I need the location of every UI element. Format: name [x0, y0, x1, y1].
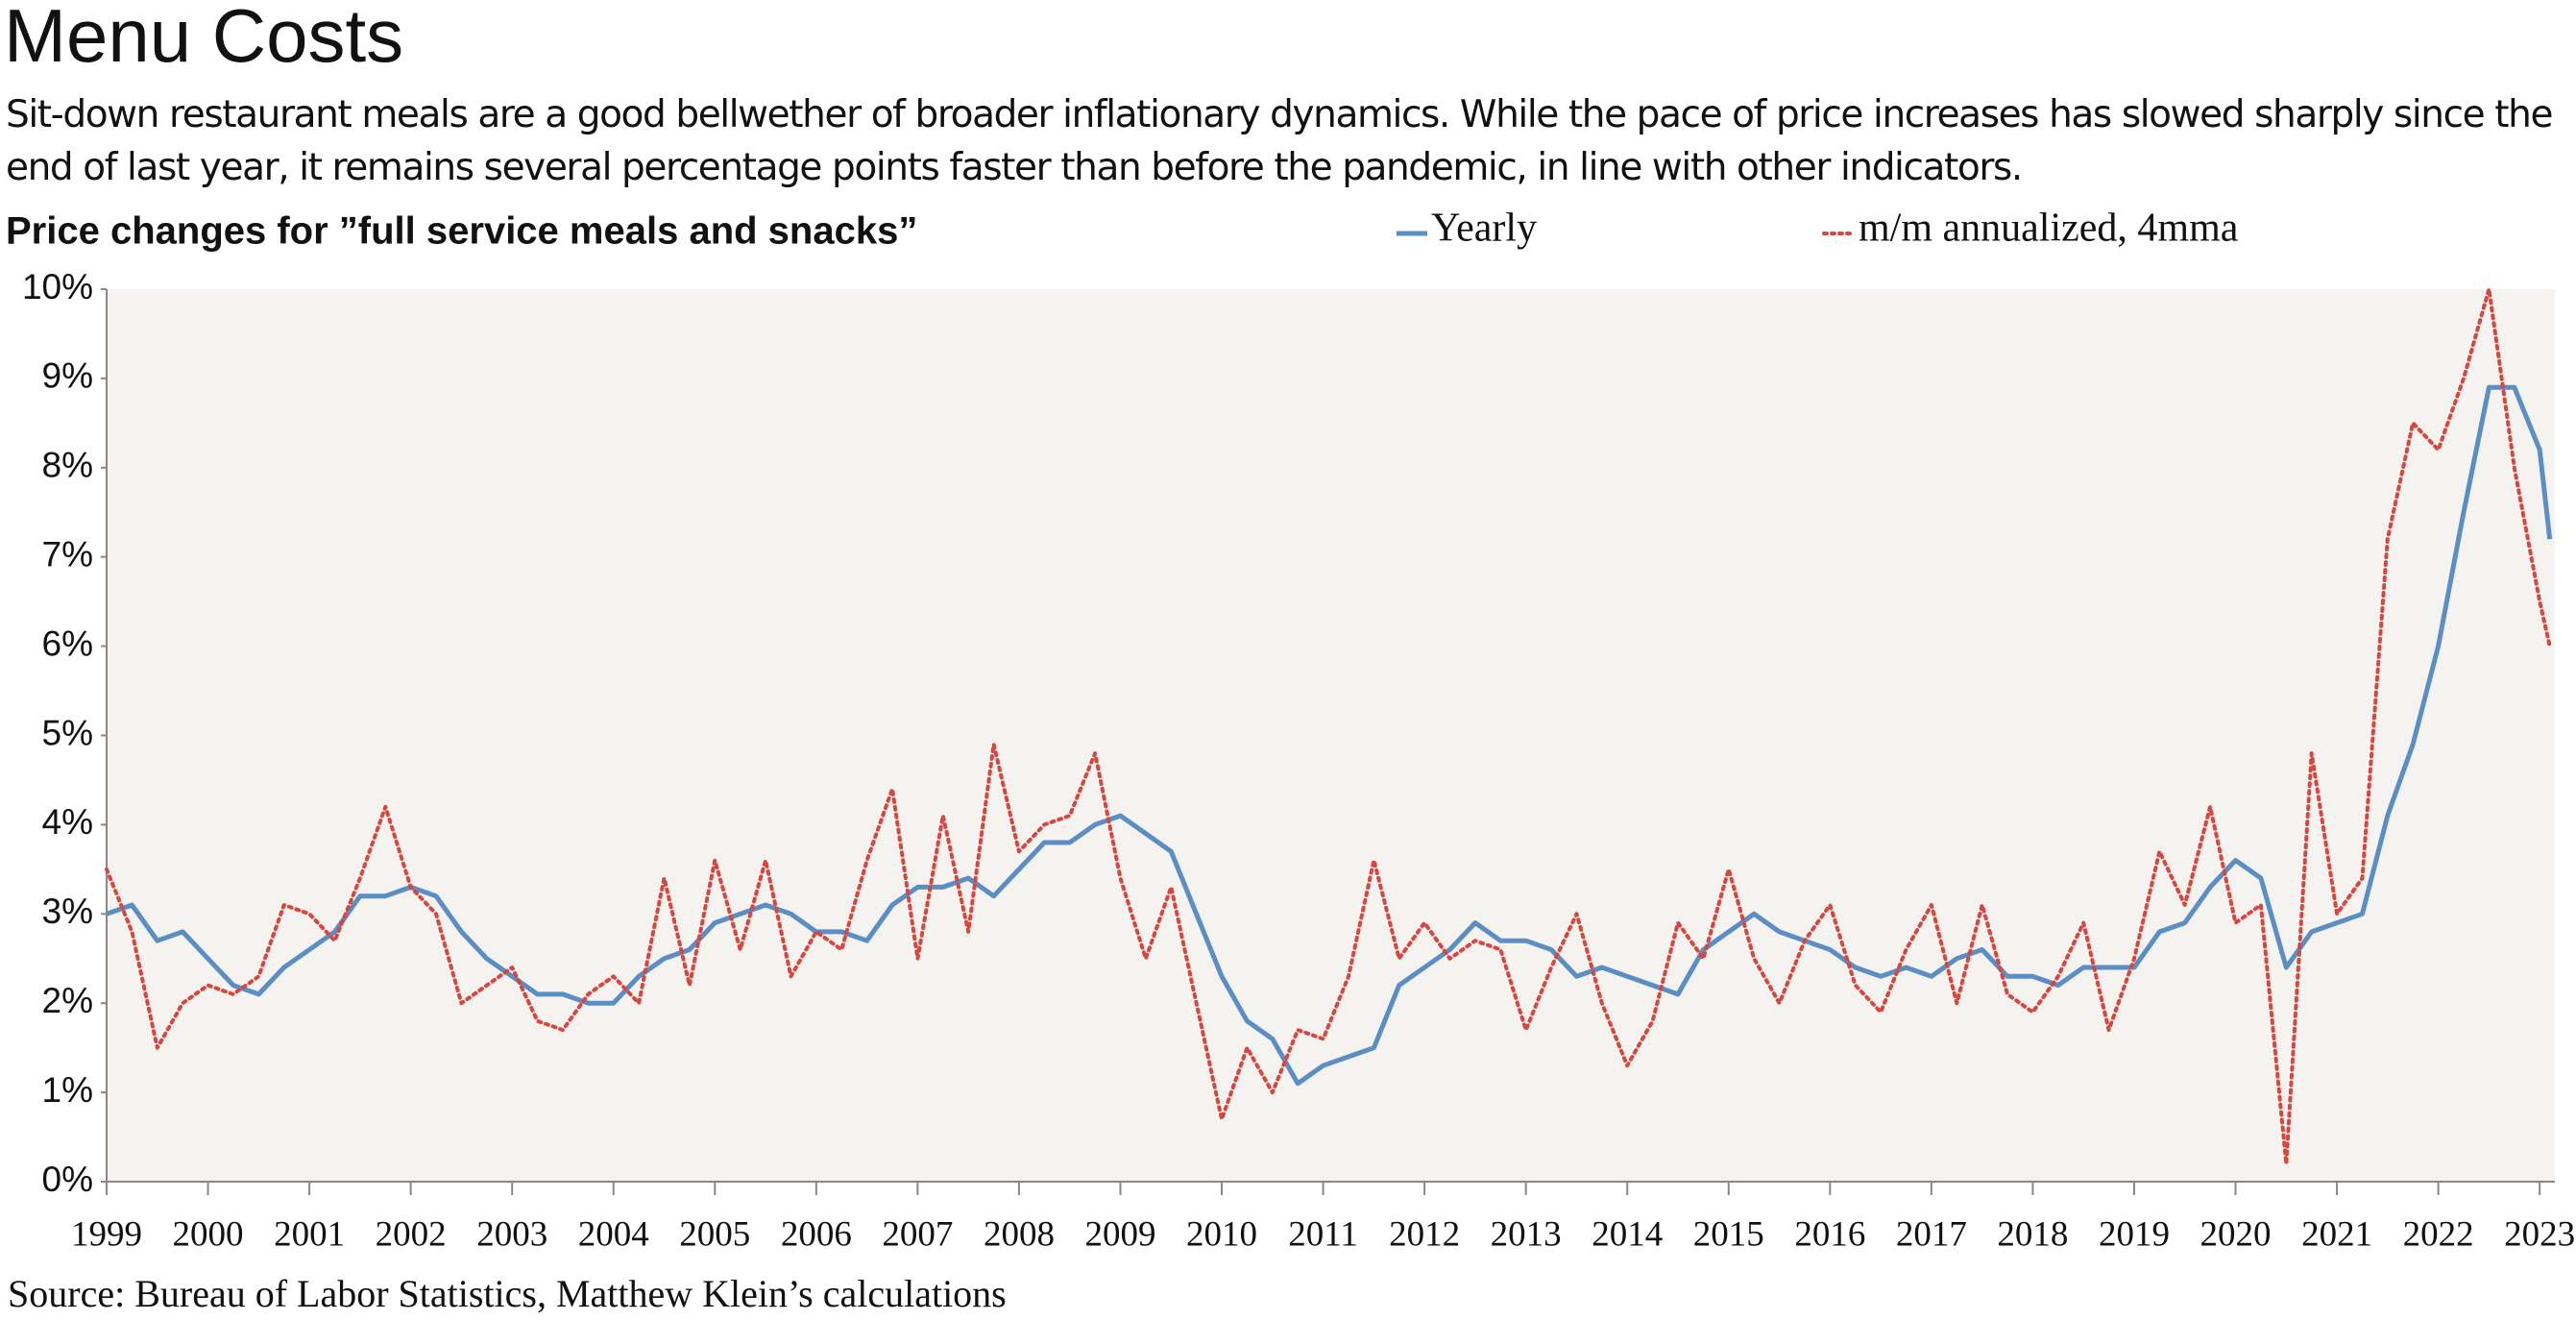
series-line — [105, 287, 2552, 1166]
x-tick-label: 1999 — [71, 1214, 142, 1254]
y-tick-label: 9% — [42, 356, 93, 396]
x-tick-label: 2002 — [376, 1214, 447, 1254]
x-tick-label: 2003 — [476, 1214, 547, 1254]
y-tick-label: 3% — [42, 892, 93, 931]
x-tick-label: 2018 — [1997, 1214, 2068, 1254]
chart-title: Menu Costs — [4, 0, 404, 78]
y-tick-label: 7% — [42, 534, 93, 574]
x-tick-label: 2022 — [2403, 1214, 2474, 1254]
x-tick-label: 2019 — [2099, 1214, 2170, 1254]
x-tick-label: 2006 — [781, 1214, 852, 1254]
x-tick-label: 2011 — [1288, 1214, 1358, 1254]
x-tick-label: 2010 — [1186, 1214, 1257, 1254]
y-tick-label: 4% — [42, 802, 93, 842]
x-tick-label: 2017 — [1896, 1214, 1967, 1254]
x-tick-label: 2009 — [1084, 1214, 1155, 1254]
x-tick-label: 2020 — [2200, 1214, 2272, 1254]
x-tick-label: 2008 — [984, 1214, 1055, 1254]
plot-area — [107, 289, 2555, 1182]
y-tick-label: 10% — [22, 267, 93, 306]
y-tick-label: 5% — [42, 713, 93, 752]
y-tick-label: 0% — [42, 1160, 93, 1199]
plot-title: Price changes for ”full service meals an… — [6, 210, 917, 253]
x-tick-label: 2007 — [882, 1214, 953, 1254]
x-tick-label: 2005 — [679, 1214, 750, 1254]
y-tick-label: 1% — [42, 1070, 93, 1110]
series-line — [106, 384, 2553, 1087]
x-tick-label: 2000 — [173, 1214, 244, 1254]
x-tick-label: 2016 — [1794, 1214, 1865, 1254]
source-note: Source: Bureau of Labor Statistics, Matt… — [8, 1272, 1007, 1315]
x-tick-label: 2023 — [2504, 1214, 2575, 1254]
x-tick-label: 2001 — [274, 1214, 345, 1254]
x-tick-label: 2004 — [578, 1214, 649, 1254]
x-tick-label: 2014 — [1592, 1214, 1663, 1254]
y-tick-label: 6% — [42, 623, 93, 663]
x-tick-label: 2013 — [1491, 1214, 1562, 1254]
chart-subtitle: Sit-down restaurant meals are a good bel… — [6, 93, 2553, 189]
x-tick-label: 2021 — [2301, 1214, 2372, 1254]
legend-label: Yearly — [1431, 207, 1537, 251]
y-tick-label: 2% — [42, 981, 93, 1020]
x-tick-label: 2015 — [1693, 1214, 1764, 1254]
legend-label: m/m annualized, 4mma — [1859, 207, 2239, 251]
y-tick-label: 8% — [42, 446, 93, 485]
x-tick-label: 2012 — [1389, 1214, 1460, 1254]
